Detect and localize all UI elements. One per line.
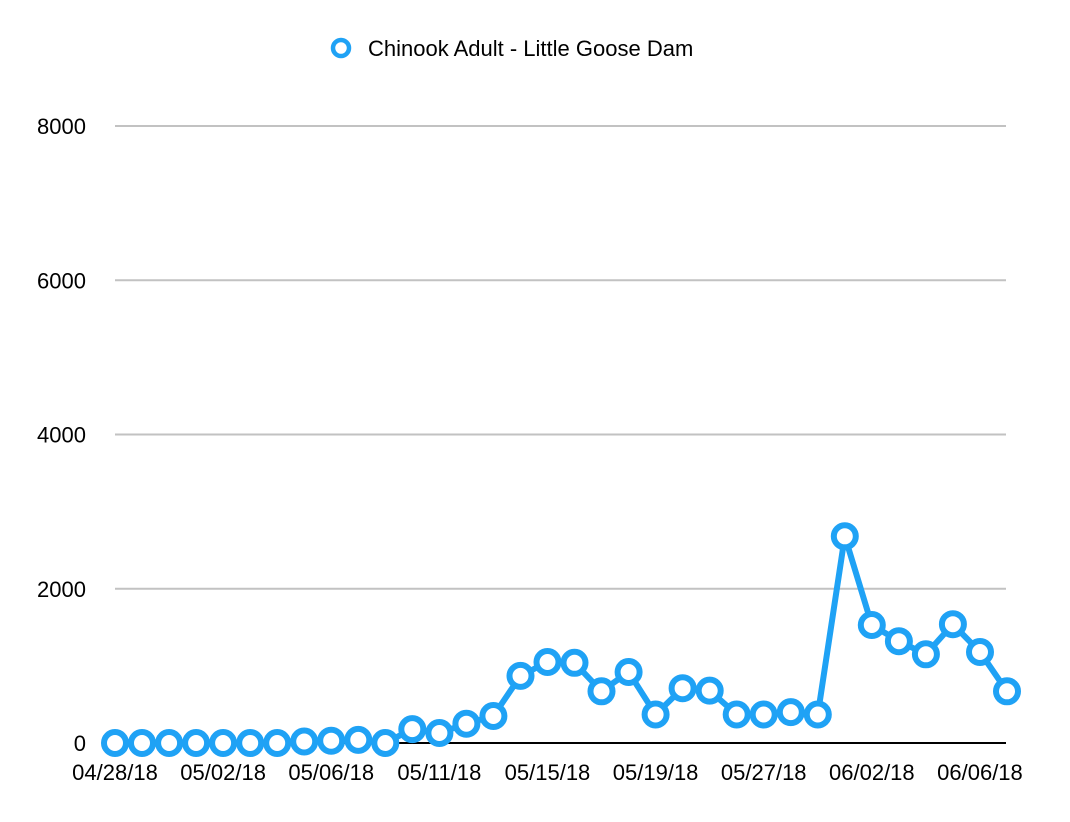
x-tick-label-05-19-18: 05/19/18	[613, 760, 699, 785]
x-tick-label-05-27-18: 05/27/18	[721, 760, 807, 785]
data-point	[776, 698, 805, 727]
data-point	[993, 677, 1021, 706]
y-tick-label-0: 0	[74, 731, 86, 756]
legend: Chinook Adult - Little Goose Dam	[330, 36, 693, 61]
x-tick-label-06-02-18: 06/02/18	[829, 760, 915, 785]
data-point	[668, 674, 697, 703]
data-point	[695, 676, 724, 705]
data-point	[344, 725, 373, 754]
series-layer	[101, 522, 1021, 757]
x-tick-label-05-06-18: 05/06/18	[288, 760, 374, 785]
data-point	[830, 522, 859, 551]
x-tick-label-05-02-18: 05/02/18	[180, 760, 266, 785]
data-point	[317, 726, 346, 755]
y-tick-label-2000: 2000	[37, 577, 86, 602]
y-tick-label-8000: 8000	[37, 114, 86, 139]
data-point	[587, 677, 616, 706]
x-tick-label-05-11-18: 05/11/18	[397, 760, 481, 785]
data-point	[236, 729, 265, 757]
data-point	[857, 611, 886, 639]
data-point	[803, 700, 832, 729]
grid-lines	[115, 125, 1006, 590]
data-point	[506, 661, 535, 690]
data-point	[128, 729, 156, 757]
data-point	[182, 729, 211, 757]
data-point	[966, 638, 994, 666]
data-point	[641, 700, 670, 729]
data-point	[209, 729, 238, 757]
x-tick-label-04-28-18: 04/28/18	[72, 760, 158, 785]
data-point	[425, 719, 454, 747]
x-tick-label-06-06-18: 06/06/18	[937, 760, 1023, 785]
data-point	[101, 729, 129, 757]
x-axis-tick-labels: 04/28/18 05/02/18 05/06/18 05/11/18 05/15/18…	[72, 760, 1023, 785]
data-point	[533, 648, 562, 676]
y-tick-label-4000: 4000	[37, 423, 86, 448]
legend-marker-icon	[330, 37, 352, 59]
data-point	[398, 715, 427, 744]
data-point	[938, 610, 967, 639]
data-point	[560, 648, 589, 677]
data-point	[722, 700, 751, 729]
data-point	[371, 729, 400, 757]
y-axis-tick-labels: 0 2000 4000 6000 8000	[37, 114, 86, 756]
data-point	[614, 658, 643, 686]
y-tick-label-6000: 6000	[37, 268, 86, 293]
legend-label: Chinook Adult - Little Goose Dam	[368, 36, 693, 61]
data-point	[479, 702, 508, 730]
data-point	[911, 640, 940, 669]
data-point	[452, 709, 481, 738]
data-point	[749, 700, 778, 729]
x-tick-label-05-15-18: 05/15/18	[505, 760, 591, 785]
data-point	[290, 727, 319, 756]
series-line-0	[112, 533, 1010, 746]
data-point	[884, 627, 913, 656]
data-point	[263, 729, 292, 757]
data-point	[155, 729, 184, 757]
